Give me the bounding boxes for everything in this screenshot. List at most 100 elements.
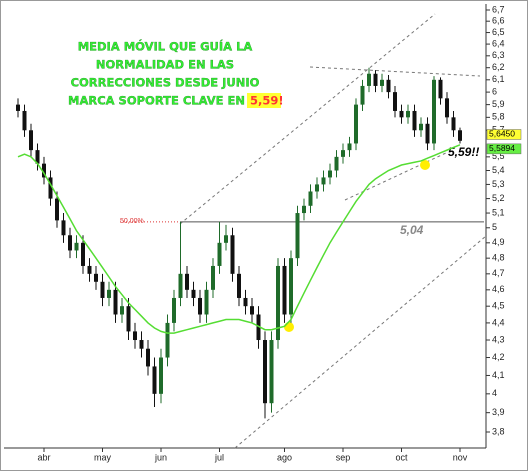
candle-body [100,281,105,298]
candle-body [204,289,209,315]
candle-body [81,242,85,266]
y-tick-label: 6,3 [492,50,505,60]
candle-body [289,258,293,315]
candle-body [282,265,287,315]
support-dot [420,160,430,170]
candle-body [269,340,274,404]
y-tick-label: 6 [492,86,497,96]
candle-body [120,306,124,315]
support-dot [284,322,294,332]
candle-body [419,123,423,131]
candle-body [185,273,189,290]
y-tick-label: 5,4 [492,165,505,175]
candle-body [211,265,215,290]
candle-body [139,340,144,349]
candle-body [425,123,430,144]
last-value-box [486,143,522,155]
annotation-line: CORRECCIONES DESDE JUNIO [71,76,260,90]
candle-body [48,177,53,199]
y-tick-label: 4,8 [492,253,505,263]
candle-body [263,340,267,404]
level-label: 5,04 [400,223,424,237]
candle-body [165,322,170,358]
candle-body [16,104,20,111]
candle-body [243,297,248,307]
candle-body [133,331,137,341]
y-tick-label: 5,8 [492,112,505,122]
moving-average [17,144,461,334]
x-tick-label: ago [277,452,292,462]
candle-body [393,92,397,111]
fib-label: 50,00% [120,218,144,225]
candle-body [406,110,410,118]
candle-body [360,85,365,105]
candle-body [458,130,462,141]
candle-body [22,110,27,131]
candle-body [198,297,202,315]
candle-body [321,177,326,185]
candle-body [35,150,40,164]
candle-body [373,73,378,86]
candle-body [347,143,352,151]
candle-body [315,184,319,192]
y-tick-label: 4,7 [492,268,505,278]
y-tick-label: 4,2 [492,352,505,362]
trend-lines [179,13,487,449]
candle-body [308,191,313,206]
candle-body [224,235,228,243]
candle-body [29,130,33,151]
candle-body [107,289,111,298]
candle-body [295,213,300,259]
y-tick-label: 4,5 [492,301,505,311]
x-tick-label: sep [336,452,351,462]
x-tick-label: nov [453,452,468,462]
x-tick-label: jul [214,452,224,462]
candle-body [126,306,131,332]
candle-body [159,357,163,394]
y-tick-label: 5 [492,222,497,232]
candle-body [217,242,222,266]
last-value-label: 5,5894 [489,143,515,153]
candle-body [42,163,46,178]
x-tick-label: oct [395,452,408,462]
y-tick-label: 6,6 [492,16,505,26]
y-tick-label: 3,9 [492,407,505,417]
candle-body [113,289,118,315]
candle-body [68,235,72,251]
candle-body [230,235,235,274]
candle-body [354,104,358,144]
y-tick-label: 4,1 [492,370,505,380]
candle-body [191,289,196,298]
last-value-box [486,129,522,140]
candle-body [276,265,280,341]
last-value-label: 5,6450 [489,129,515,139]
candle-body [146,348,150,367]
candle-body [178,273,183,298]
y-tick-label: 6,1 [492,74,505,84]
candle-body [237,273,241,298]
y-tick-label: 4,9 [492,237,505,247]
support-label: 5,59!! [448,145,479,159]
y-tick-label: 5,1 [492,207,505,217]
candle-body [380,79,384,86]
candle-body [94,273,98,282]
candle-body [432,79,436,144]
candle-body [152,366,157,394]
y-tick-label: 6,2 [492,62,505,72]
candle-body [172,297,176,323]
y-tick-label: 5,3 [492,179,505,189]
candle-body [341,150,345,157]
candle-body [438,79,443,99]
candle-body [74,242,79,251]
candle-body [412,110,417,131]
x-tick-label: jun [154,452,167,462]
annotation-line: NORMALIDAD EN LAS [96,58,234,72]
y-tick-label: 4,6 [492,284,505,294]
highlight-box [247,93,281,108]
candle-body [328,170,332,178]
y-tick-label: 6,4 [492,38,505,48]
candle-body [256,314,261,341]
candle-body [334,156,339,171]
y-tick-label: 6,7 [492,4,505,14]
